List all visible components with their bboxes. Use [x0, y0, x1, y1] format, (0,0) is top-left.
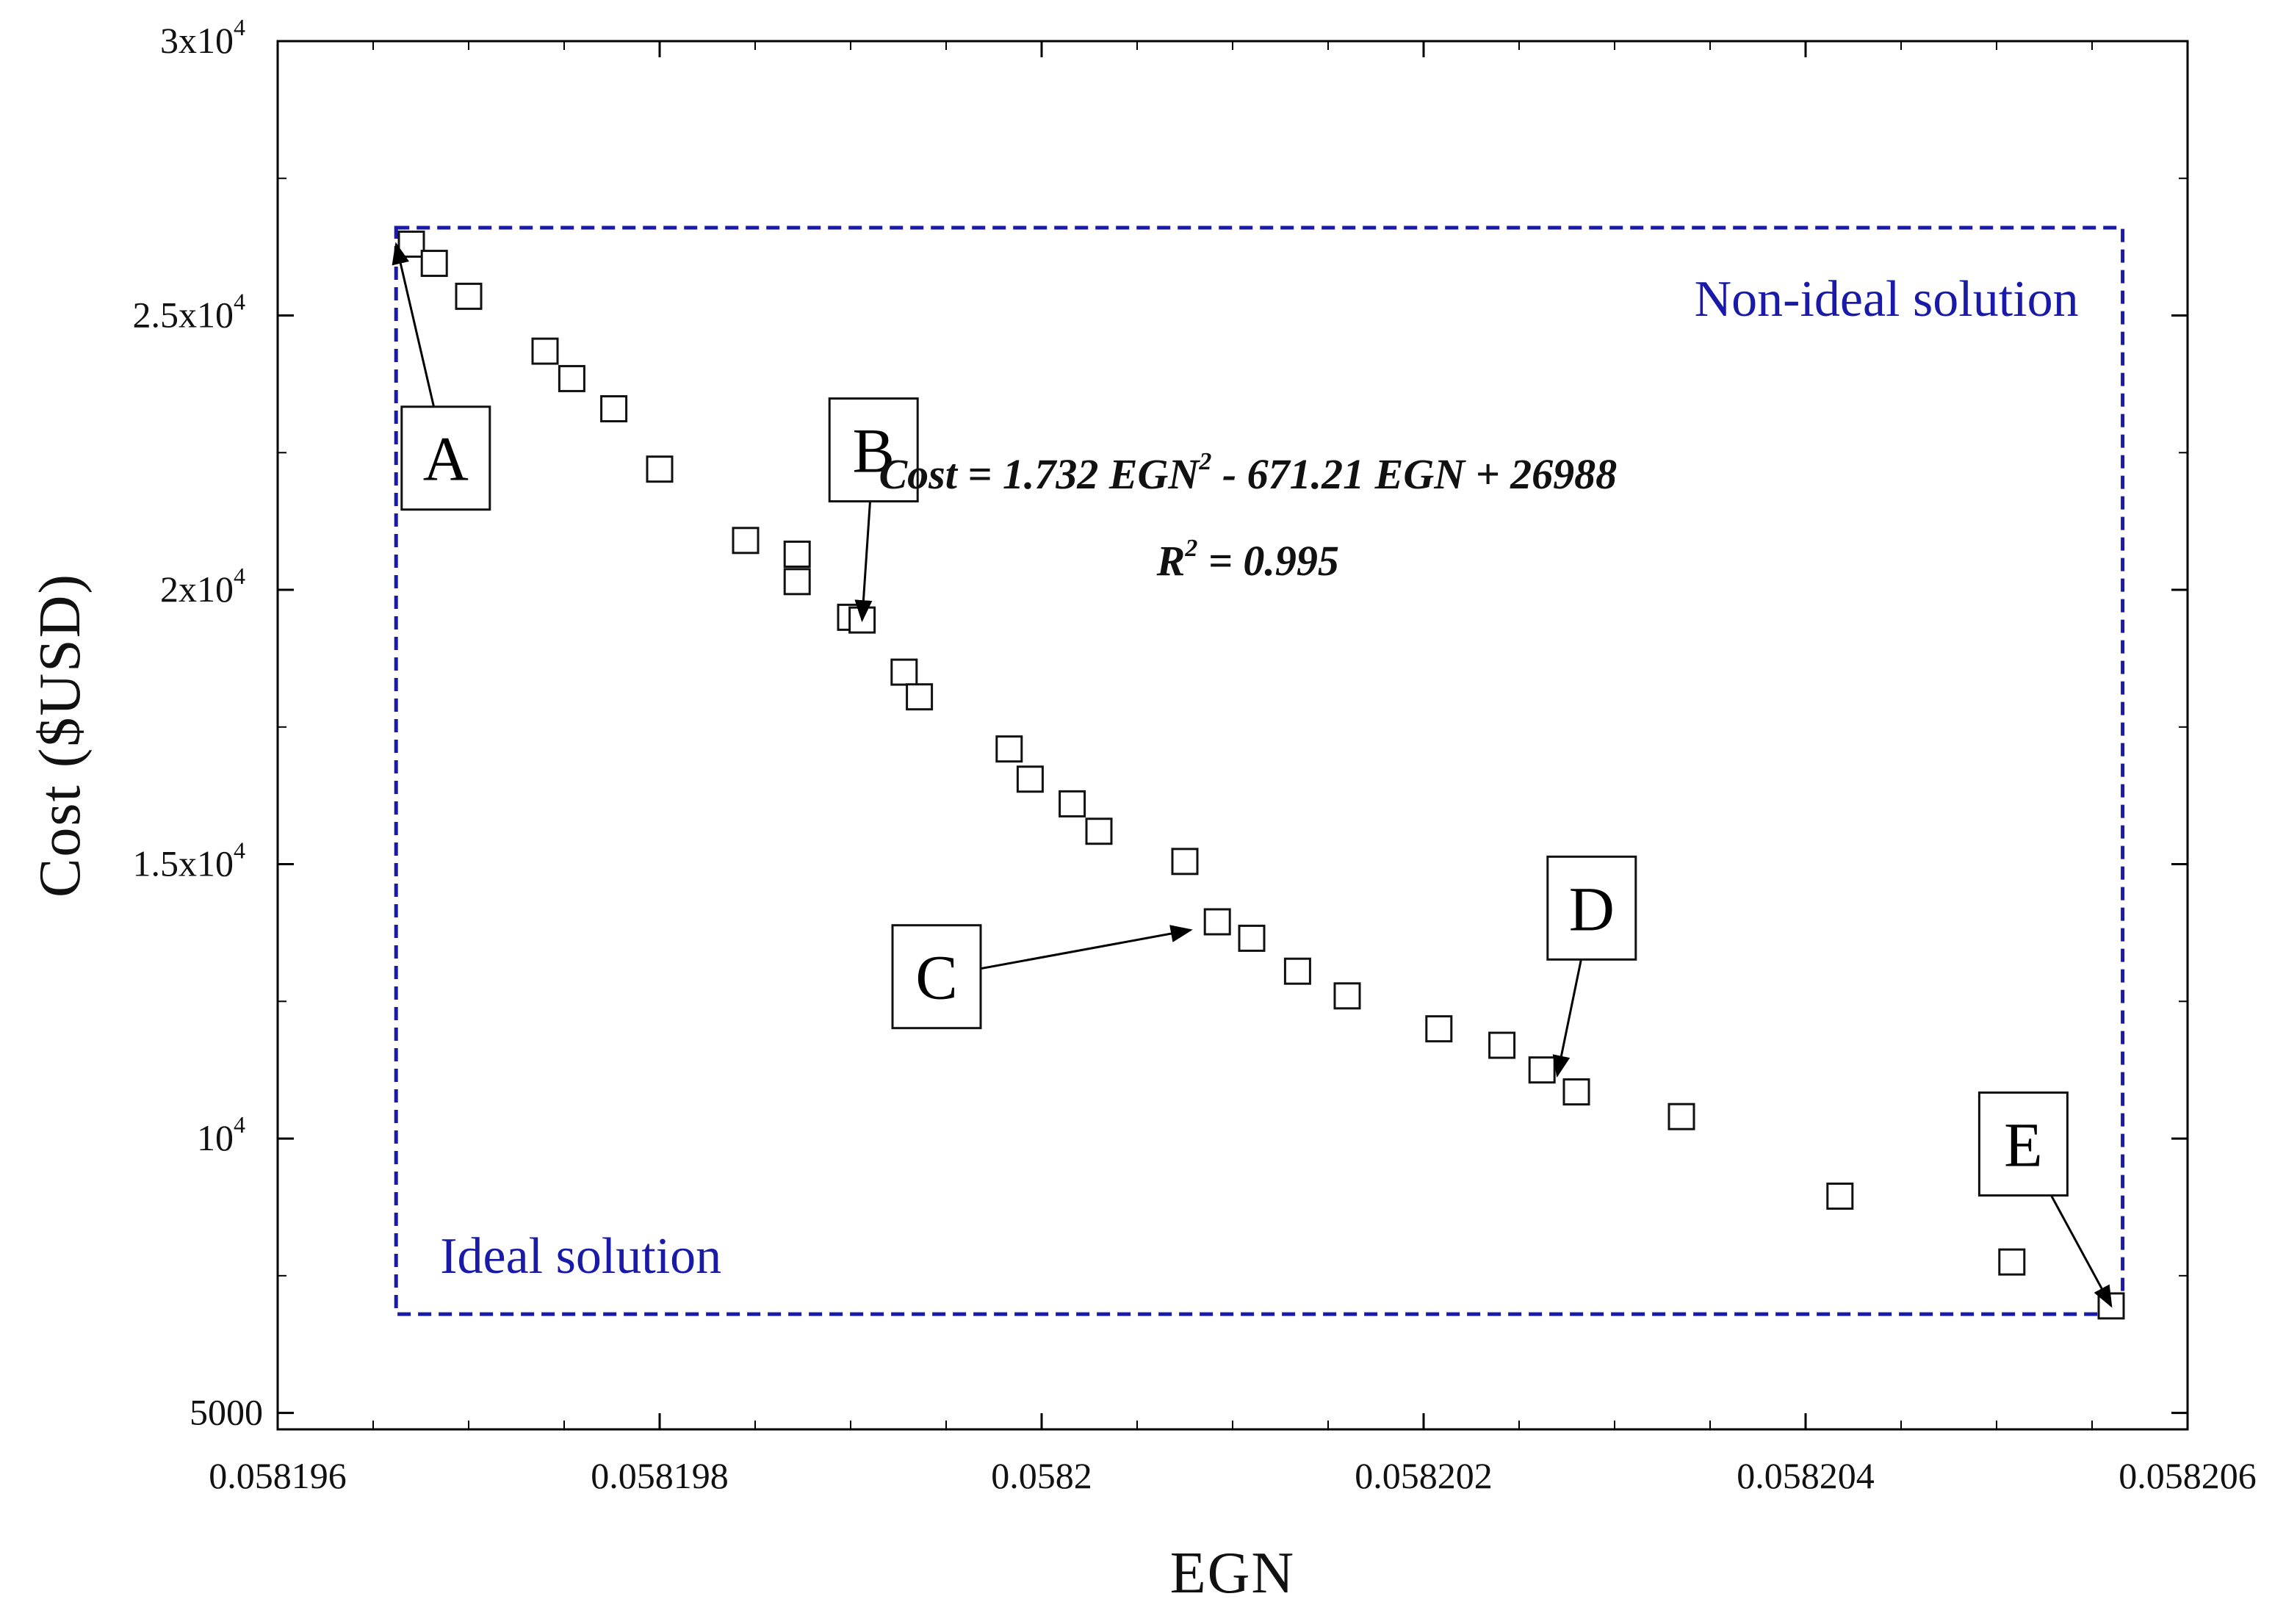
non-ideal-solution-label: Non-ideal solution — [1695, 271, 2079, 328]
callout-box-c — [891, 924, 982, 1030]
data-point — [646, 455, 674, 483]
callout-label-d: D — [1569, 873, 1615, 944]
equation-exponent: 2 — [1198, 448, 1211, 475]
callout-arrow-e — [2050, 1194, 2113, 1308]
data-point — [558, 364, 585, 392]
data-point — [890, 658, 918, 686]
data-point — [1171, 848, 1199, 876]
y-tick-label-exponent: 4 — [234, 14, 245, 40]
y-tick-label-base: 2x10 — [160, 569, 234, 610]
data-point — [1425, 1015, 1453, 1043]
callout-label-e: E — [2004, 1110, 2043, 1180]
callout-box-b — [828, 397, 919, 503]
callout-label-a: A — [423, 424, 469, 494]
data-point — [1238, 924, 1266, 952]
data-point — [1016, 765, 1044, 793]
y-axis-title: Cost ($USD) — [28, 573, 93, 898]
callout-arrow-a — [392, 242, 436, 408]
r-squared-label: R2 = 0.995 — [1156, 535, 1339, 585]
data-point — [906, 683, 934, 711]
x-axis-tick-labels: 0.058196 0.058198 0.0582 0.058202 0.058204 0.… — [209, 1455, 2257, 1496]
callout-arrow-b — [854, 501, 873, 623]
data-point — [732, 527, 760, 555]
y-tick-label: 3x104 — [160, 14, 245, 61]
y-tick-label-exponent: 4 — [234, 837, 245, 864]
callout-label-b: B — [853, 416, 895, 486]
equation-suffix: - 671.21 EGN + 26988 — [1211, 450, 1617, 498]
x-tick-label: 0.058202 — [1355, 1455, 1493, 1496]
data-point — [1528, 1056, 1556, 1084]
data-point — [1826, 1183, 1854, 1210]
equation-prefix: Cost = 1.732 EGN — [879, 450, 1200, 498]
x-tick-label: 0.058196 — [209, 1455, 347, 1496]
x-tick-label: 0.058206 — [2119, 1455, 2257, 1496]
callout-box-d — [1546, 855, 1637, 961]
y-tick-label-exponent: 4 — [234, 1111, 245, 1138]
data-point — [1667, 1102, 1695, 1130]
callout-label-c: C — [915, 942, 957, 1013]
y-tick-label-base: 10 — [197, 1117, 234, 1158]
data-points — [397, 230, 2125, 1320]
ideal-solution-label: Ideal solution — [440, 1228, 721, 1285]
r2-suffix: = 0.995 — [1197, 537, 1339, 585]
data-point — [995, 735, 1023, 763]
x-tick-label: 0.058198 — [591, 1455, 729, 1496]
y-tick-label: 1.5x104 — [133, 837, 246, 884]
data-point — [420, 250, 448, 278]
callouts: A B C D E — [392, 242, 2113, 1308]
data-point — [531, 337, 559, 365]
r2-exponent: 2 — [1184, 535, 1197, 562]
y-axis-ticks — [278, 40, 2188, 1415]
data-point — [783, 568, 811, 596]
y-tick-label: 2x104 — [160, 563, 245, 610]
x-tick-label: 0.058204 — [1737, 1455, 1875, 1496]
data-point — [1998, 1248, 2026, 1276]
data-point — [1488, 1031, 1516, 1059]
y-tick-label: 104 — [197, 1111, 245, 1158]
y-tick-label-exponent: 4 — [234, 563, 245, 589]
y-tick-label-exponent: 4 — [234, 289, 245, 315]
y-tick-label: 5000 — [190, 1392, 263, 1433]
x-axis-ticks — [276, 41, 2189, 1429]
regression-equation: Cost = 1.732 EGN2 - 671.21 EGN + 26988 — [879, 448, 1617, 498]
callout-arrow-c — [980, 925, 1193, 970]
y-tick-label-base: 1.5x10 — [133, 843, 234, 884]
x-tick-label: 0.0582 — [991, 1455, 1092, 1496]
data-point — [600, 395, 628, 423]
solution-region-box — [394, 225, 2125, 1316]
data-point — [1203, 908, 1231, 936]
y-tick-label-base: 3x10 — [160, 20, 234, 61]
data-point — [1059, 790, 1086, 818]
data-point — [1283, 957, 1311, 985]
data-point — [397, 230, 425, 258]
data-point — [783, 540, 811, 568]
data-point — [1333, 982, 1361, 1010]
callout-arrow-d — [1552, 959, 1582, 1078]
data-point — [1085, 818, 1113, 845]
callout-box-a — [400, 405, 491, 511]
callout-box-e — [1977, 1091, 2069, 1197]
r2-prefix: R — [1156, 537, 1186, 585]
y-tick-label-base: 2.5x10 — [133, 295, 234, 336]
data-point — [455, 282, 483, 310]
x-axis-title: EGN — [1170, 1541, 1295, 1606]
data-point — [1562, 1078, 1590, 1106]
y-tick-label: 2.5x104 — [133, 289, 246, 336]
